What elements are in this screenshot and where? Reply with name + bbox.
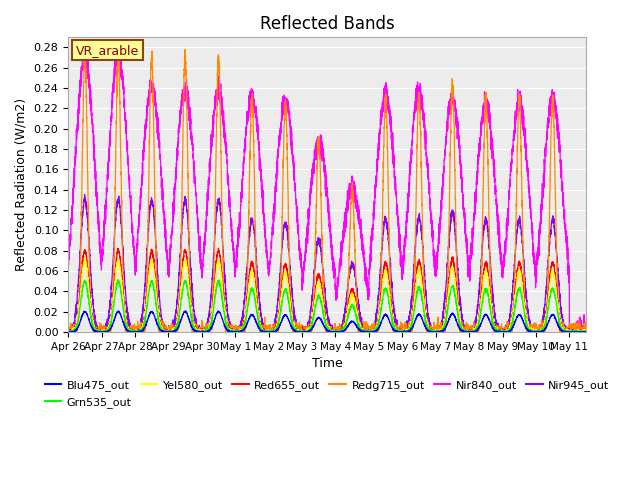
Nir840_out (355, 221, 363, 227)
Grn535_out (509, 319, 516, 325)
Line: Grn535_out: Grn535_out (68, 280, 603, 332)
Red655_out (214, 245, 222, 251)
Yel580_out (175, 304, 183, 310)
Nir945_out (81, 192, 88, 197)
Nir945_out (175, 269, 183, 275)
Grn535_out (175, 312, 183, 317)
Yel580_out (81, 256, 89, 262)
Blu475_out (483, 311, 490, 317)
Redg715_out (522, 318, 530, 324)
Yel580_out (355, 322, 363, 328)
Grn535_out (355, 324, 363, 330)
Nir840_out (566, 329, 573, 335)
Title: Reflected Bands: Reflected Bands (260, 15, 394, 33)
Text: VR_arable: VR_arable (76, 44, 139, 57)
Nir945_out (384, 232, 392, 238)
Yel580_out (599, 328, 607, 334)
Red655_out (384, 271, 392, 277)
Line: Nir945_out: Nir945_out (68, 194, 603, 332)
Blu475_out (599, 329, 607, 335)
Redg715_out (175, 312, 183, 318)
Redg715_out (509, 318, 516, 324)
Blu475_out (384, 314, 392, 320)
Red655_out (522, 313, 530, 319)
Blu475_out (522, 325, 530, 331)
Grn535_out (65, 329, 72, 335)
Y-axis label: Reflected Radiation (W/m2): Reflected Radiation (W/m2) (15, 98, 28, 271)
Line: Red655_out: Red655_out (68, 248, 603, 332)
Grn535_out (483, 286, 490, 291)
Nir945_out (483, 216, 490, 221)
Yel580_out (65, 329, 72, 335)
Line: Redg715_out: Redg715_out (68, 49, 603, 332)
Grn535_out (64, 328, 72, 334)
Nir840_out (82, 39, 90, 45)
Redg715_out (483, 92, 490, 97)
Line: Yel580_out: Yel580_out (68, 259, 603, 332)
Red655_out (509, 312, 516, 317)
Legend: Blu475_out, Grn535_out, Yel580_out, Red655_out, Redg715_out, Nir840_out, Nir945_: Blu475_out, Grn535_out, Yel580_out, Red6… (40, 376, 614, 412)
X-axis label: Time: Time (312, 357, 342, 370)
Nir840_out (599, 329, 607, 335)
Redg715_out (384, 174, 392, 180)
Nir840_out (64, 262, 72, 268)
Redg715_out (181, 47, 189, 52)
Line: Nir840_out: Nir840_out (68, 42, 603, 332)
Blu475_out (214, 308, 222, 314)
Nir840_out (482, 100, 490, 106)
Yel580_out (384, 279, 392, 285)
Red655_out (65, 329, 72, 335)
Blu475_out (355, 327, 363, 333)
Red655_out (599, 328, 607, 334)
Red655_out (355, 320, 363, 326)
Blu475_out (509, 324, 516, 330)
Nir840_out (508, 150, 516, 156)
Nir945_out (522, 293, 530, 299)
Nir945_out (355, 305, 363, 311)
Line: Blu475_out: Blu475_out (68, 311, 603, 332)
Nir945_out (599, 329, 607, 335)
Nir945_out (509, 292, 516, 298)
Red655_out (64, 326, 72, 332)
Blu475_out (64, 329, 72, 335)
Redg715_out (355, 323, 363, 328)
Blu475_out (175, 323, 183, 328)
Nir840_out (522, 150, 530, 156)
Nir840_out (175, 124, 183, 130)
Red655_out (175, 301, 183, 307)
Yel580_out (522, 315, 530, 321)
Redg715_out (64, 322, 72, 327)
Yel580_out (509, 316, 516, 322)
Grn535_out (114, 277, 122, 283)
Nir945_out (65, 329, 72, 335)
Grn535_out (522, 319, 530, 325)
Yel580_out (64, 328, 72, 334)
Redg715_out (65, 329, 72, 335)
Nir840_out (384, 97, 392, 103)
Yel580_out (483, 270, 490, 276)
Blu475_out (65, 329, 72, 335)
Red655_out (483, 261, 490, 266)
Nir945_out (64, 328, 72, 334)
Redg715_out (599, 329, 607, 335)
Grn535_out (384, 292, 392, 298)
Grn535_out (599, 328, 607, 334)
